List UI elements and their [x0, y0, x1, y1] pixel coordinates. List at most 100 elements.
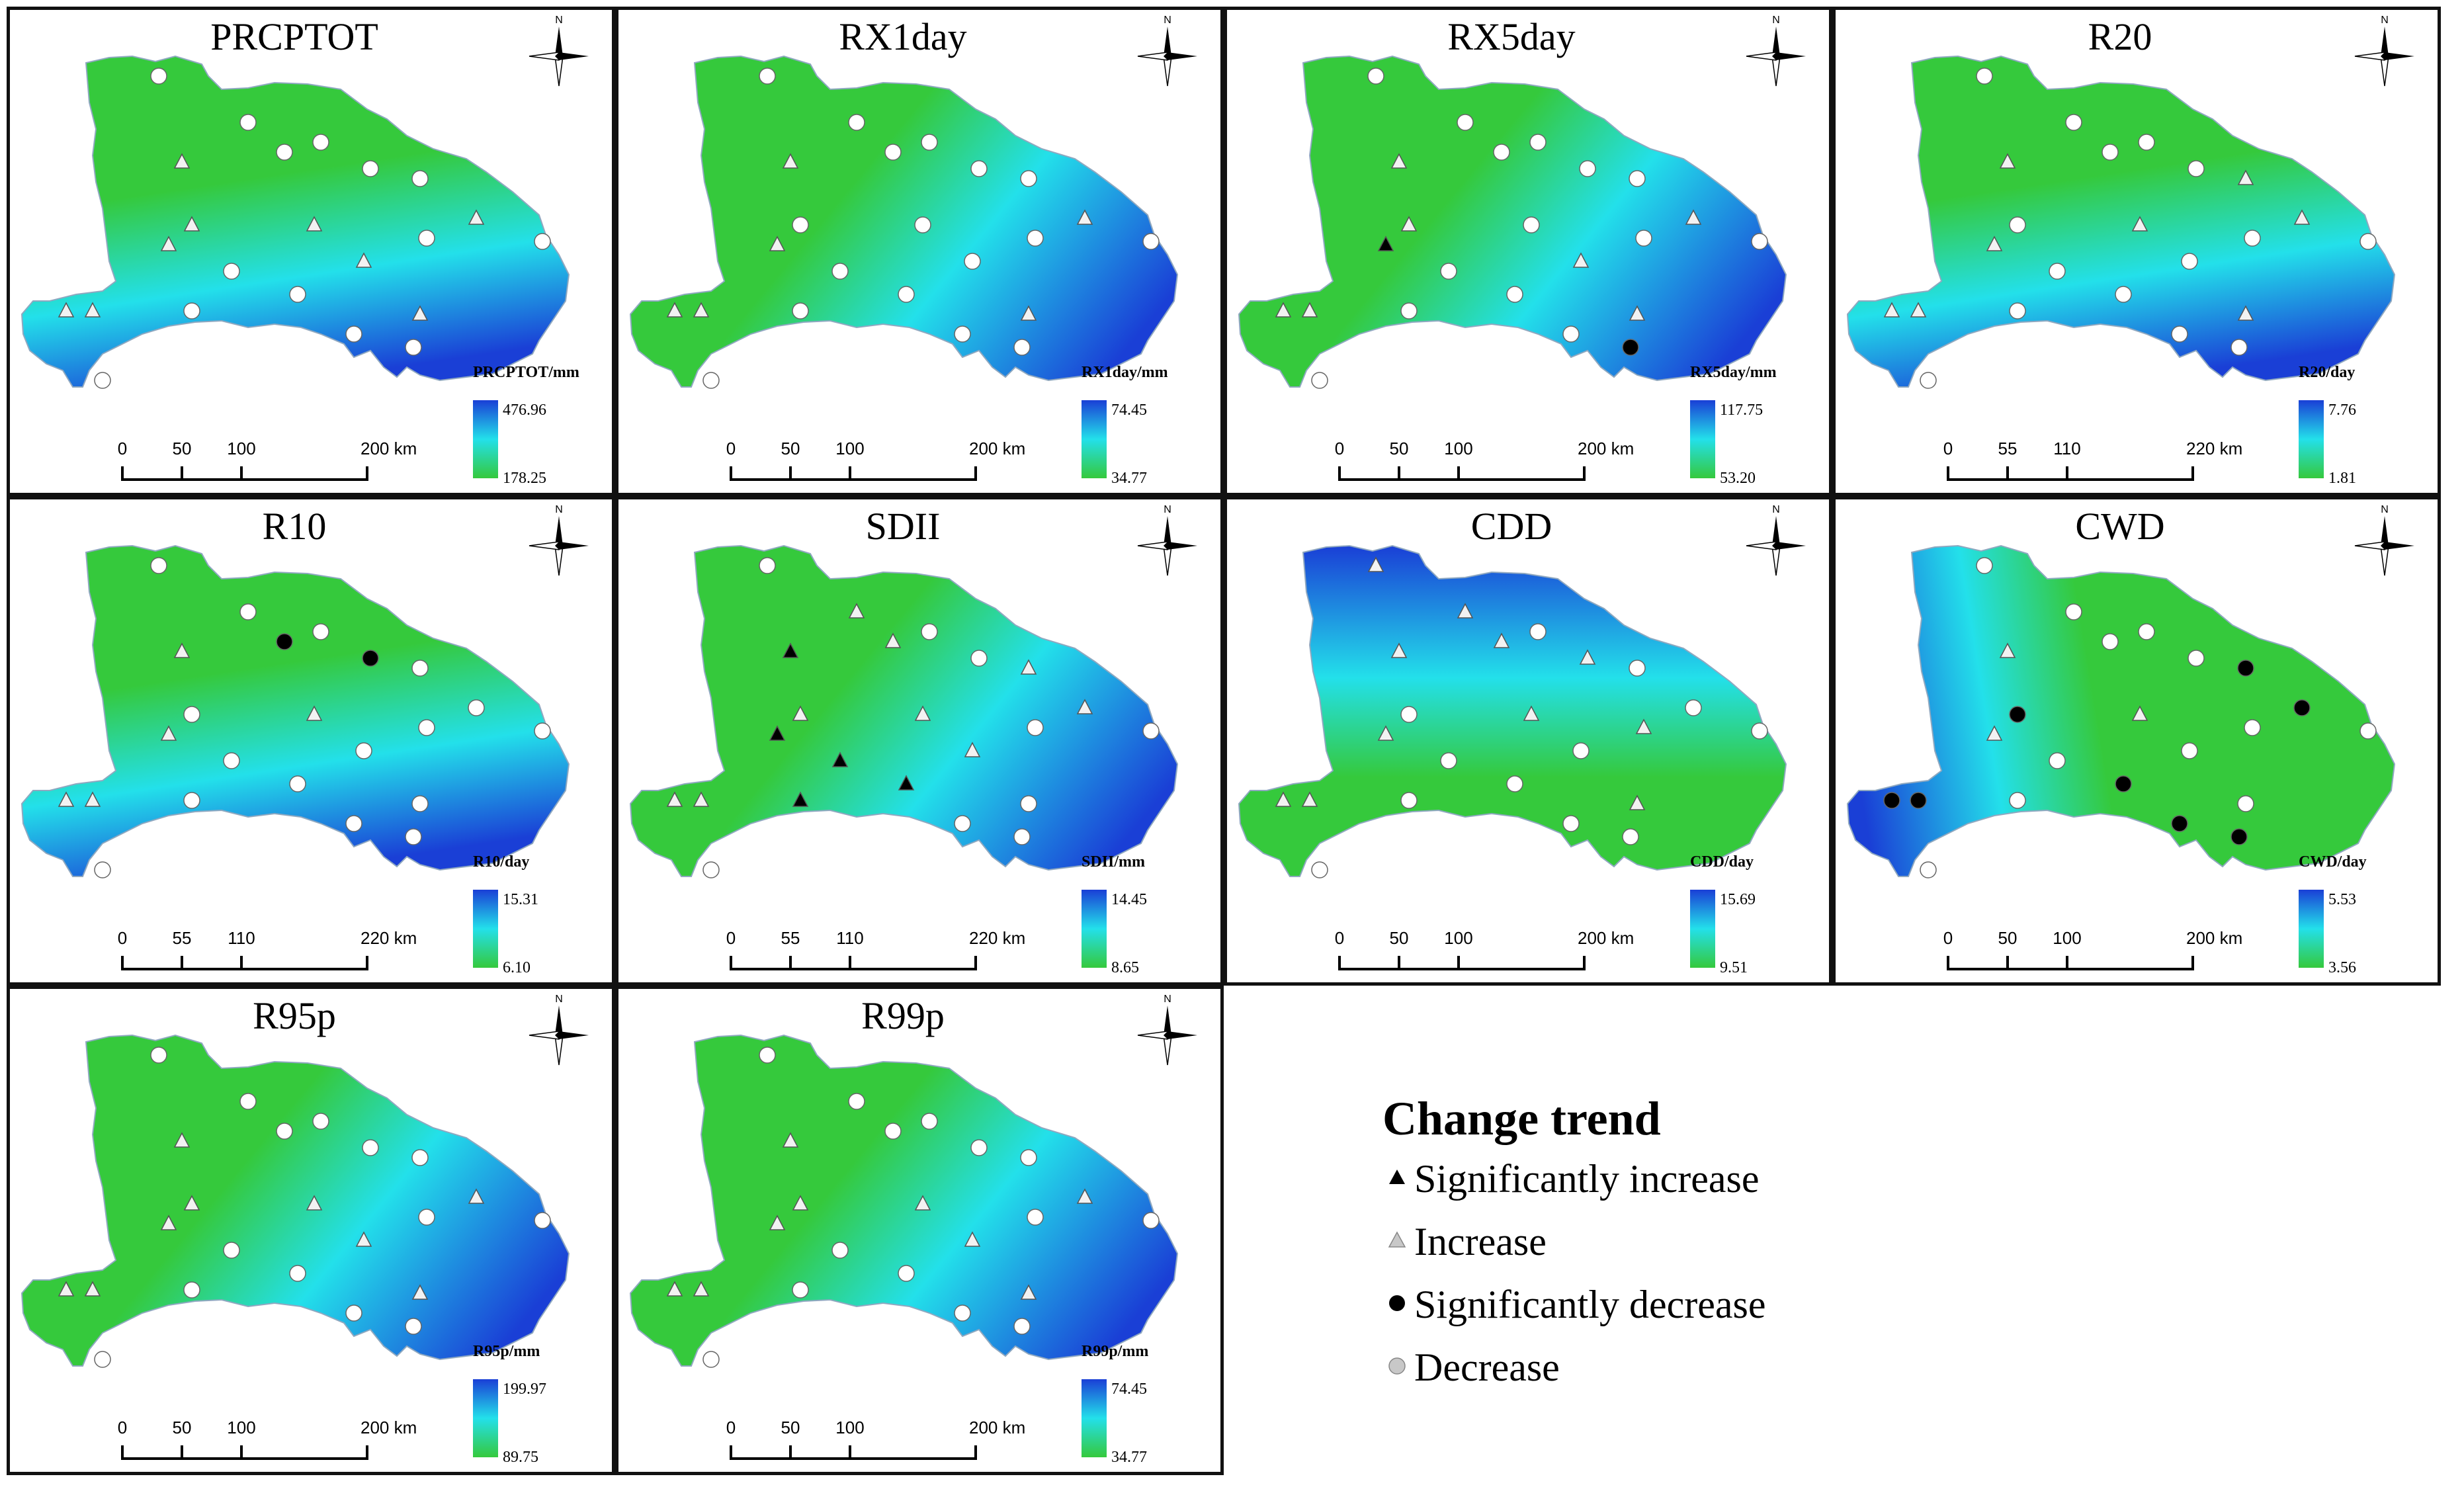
station-marker-decrease — [1027, 230, 1044, 247]
station-marker-decrease — [94, 861, 111, 878]
province-region — [21, 55, 570, 388]
station-marker-decrease — [1751, 722, 1768, 740]
station-marker-decrease — [1529, 134, 1547, 151]
colorbar-min: 6.10 — [503, 959, 531, 976]
station-marker-decrease — [183, 792, 200, 809]
scale-label: 0 — [118, 1418, 127, 1437]
station-marker-increase — [1629, 794, 1646, 810]
scale-label: 200 km — [969, 1418, 1025, 1437]
station-marker-decrease — [2171, 325, 2188, 343]
station-marker-decrease — [1685, 699, 1702, 716]
scale-label: 200 km — [1578, 439, 1634, 458]
station-marker-decrease — [239, 1093, 257, 1110]
station-marker-decrease — [1976, 67, 1993, 85]
station-marker-decrease — [1440, 752, 1457, 769]
scale-label: 200 km — [969, 439, 1025, 458]
station-marker-increase — [964, 1231, 981, 1247]
scale-label: 100 — [2053, 928, 2081, 948]
station-marker-increase — [782, 1132, 799, 1148]
station-marker-decrease — [223, 263, 240, 280]
station-marker-decrease — [405, 339, 422, 356]
scale-label: 110 — [228, 928, 255, 948]
station-marker-decrease — [534, 233, 551, 250]
station-marker-significant-decrease — [2115, 775, 2132, 792]
scale-label: 55 — [1998, 439, 2018, 458]
station-marker-increase — [58, 791, 75, 807]
legend-item-significant-decrease: Significantly decrease — [1414, 1283, 1766, 1326]
legend-symbol-increase — [1388, 1231, 1406, 1248]
station-marker-decrease — [1142, 233, 1160, 250]
colorbar-unit: R95p/mm — [473, 1343, 540, 1360]
panel-title: R99p — [861, 994, 945, 1037]
station-marker-decrease — [223, 752, 240, 769]
province-region — [629, 1034, 1179, 1367]
station-marker-increase — [769, 1215, 786, 1230]
station-marker-increase — [160, 725, 177, 741]
value-colorbar: R10/day 15.31 6.10 — [473, 853, 538, 976]
station-marker-increase — [1572, 252, 1590, 268]
station-marker-decrease — [183, 302, 200, 320]
legend-symbol-significant-decrease — [1389, 1295, 1405, 1311]
scale-label: 0 — [1335, 928, 1344, 948]
station-marker-decrease — [954, 325, 971, 343]
legend-symbol-significant-increase — [1389, 1170, 1405, 1184]
station-marker-decrease — [759, 1046, 776, 1064]
station-marker-significant-decrease — [2293, 699, 2311, 716]
station-marker-decrease — [2359, 722, 2377, 740]
station-marker-increase — [1301, 302, 1318, 318]
province-region — [629, 55, 1179, 388]
map-panel-sdii: SDII N 0 55 110 220 km SDII/mm 14.45 8.65 — [615, 496, 1224, 986]
station-marker-increase — [160, 1215, 177, 1230]
station-marker-increase — [693, 302, 710, 318]
value-colorbar: RX5day/mm 117.75 53.20 — [1690, 364, 1777, 487]
station-marker-decrease — [239, 114, 257, 131]
colorbar-max: 5.53 — [2328, 891, 2356, 908]
station-marker-increase — [1076, 699, 1093, 714]
station-marker-significant-decrease — [2171, 815, 2188, 832]
station-marker-decrease — [1562, 325, 1580, 343]
station-marker-decrease — [792, 216, 809, 234]
station-marker-increase — [914, 705, 931, 721]
station-marker-decrease — [921, 623, 938, 640]
station-marker-significant-decrease — [2230, 828, 2248, 845]
panel-title: R20 — [2088, 15, 2152, 58]
station-marker-decrease — [2102, 144, 2119, 161]
station-marker-increase — [306, 705, 323, 721]
station-marker-decrease — [2102, 633, 2119, 650]
legend-item-significant-increase: Significantly increase — [1414, 1157, 1760, 1201]
station-marker-increase — [58, 1281, 75, 1297]
station-marker-decrease — [1506, 775, 1523, 792]
station-marker-decrease — [2181, 253, 2198, 270]
colorbar-max: 74.45 — [1111, 402, 1147, 419]
north-label: N — [1772, 504, 1780, 515]
scale-label: 100 — [1444, 439, 1472, 458]
map-canvas: N 0 50 100 200 km PRCPTOT/mm 476.96 178.25 — [21, 15, 589, 487]
colorbar-min: 178.25 — [503, 470, 546, 487]
north-label: N — [2381, 504, 2389, 515]
colorbar-max: 7.76 — [2328, 402, 2356, 419]
colorbar-max: 14.45 — [1111, 891, 1147, 908]
province-region — [1238, 544, 1787, 877]
station-marker-increase — [666, 302, 683, 318]
colorbar-unit: RX5day/mm — [1690, 364, 1777, 381]
station-marker-increase — [306, 216, 323, 232]
colorbar-min: 3.56 — [2328, 959, 2356, 976]
station-marker-decrease — [1400, 302, 1418, 320]
station-marker-increase — [1986, 725, 2003, 741]
station-marker-decrease — [884, 144, 902, 161]
map-canvas: N 0 50 100 200 km R95p/mm 199.97 89.75 — [21, 994, 589, 1466]
colorbar-min: 89.75 — [503, 1449, 538, 1466]
station-marker-decrease — [970, 160, 988, 177]
colorbar-min: 1.81 — [2328, 470, 2356, 487]
station-marker-decrease — [289, 1265, 306, 1282]
province-region — [629, 544, 1179, 877]
colorbar-unit: R99p/mm — [1082, 1343, 1148, 1360]
north-label: N — [1164, 994, 1171, 1005]
north-arrow-icon: N — [2354, 15, 2414, 87]
station-marker-increase — [84, 1281, 101, 1297]
station-marker-decrease — [362, 160, 379, 177]
north-label: N — [555, 15, 563, 26]
station-marker-increase — [693, 791, 710, 807]
scale-bar: 0 50 100 200 km — [1335, 928, 1634, 970]
map-panel-cwd: CWD N 0 50 100 200 km CWD/day 5.53 3.56 — [1832, 496, 2441, 986]
